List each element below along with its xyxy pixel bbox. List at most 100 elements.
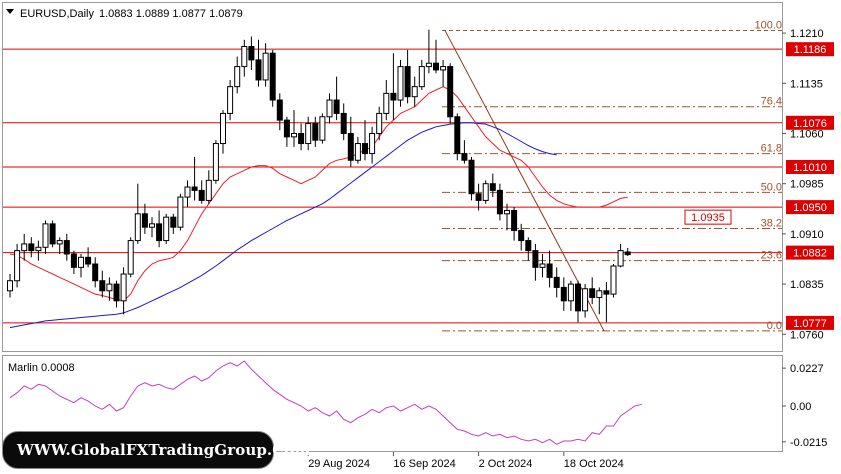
candle-body[interactable] <box>347 133 354 161</box>
candle-body[interactable] <box>326 99 333 118</box>
dropdown-arrow-icon[interactable] <box>6 9 14 14</box>
candle-body[interactable] <box>589 288 596 298</box>
indicator-panel[interactable] <box>2 355 783 452</box>
candle-body[interactable] <box>255 59 262 81</box>
candle-body[interactable] <box>553 276 560 288</box>
candle-body[interactable] <box>475 193 482 201</box>
candle-body[interactable] <box>205 179 212 201</box>
candle-body[interactable] <box>78 256 84 268</box>
candle-body[interactable] <box>298 133 305 145</box>
candle-body[interactable] <box>220 112 226 145</box>
candle-body[interactable] <box>369 133 376 155</box>
candle-body[interactable] <box>21 243 28 252</box>
candle-body[interactable] <box>14 250 21 282</box>
candle-body[interactable] <box>120 273 127 302</box>
candle-body[interactable] <box>319 116 326 141</box>
fib-label: 50.0 <box>761 181 782 193</box>
candle-body[interactable] <box>582 288 589 312</box>
candle-body[interactable] <box>376 112 383 135</box>
candle-body[interactable] <box>276 99 283 121</box>
candle-body[interactable] <box>461 153 468 161</box>
candle-body[interactable] <box>99 280 106 292</box>
candle-body[interactable] <box>504 209 510 215</box>
candle-body[interactable] <box>404 66 411 98</box>
candle-body[interactable] <box>596 290 603 298</box>
candle-body[interactable] <box>28 243 35 252</box>
candle-body[interactable] <box>575 283 581 312</box>
candle-body[interactable] <box>106 283 113 292</box>
candle-body[interactable] <box>340 112 347 135</box>
candle-body[interactable] <box>603 290 610 295</box>
candle-body[interactable] <box>212 143 219 181</box>
candle-body[interactable] <box>156 223 163 242</box>
candle-body[interactable] <box>35 246 42 252</box>
candle-body[interactable] <box>418 66 425 88</box>
candle-body[interactable] <box>496 189 503 215</box>
candle-body[interactable] <box>610 265 617 295</box>
candle-body[interactable] <box>198 189 205 201</box>
candle-body[interactable] <box>518 230 525 242</box>
candle-body[interactable] <box>333 99 340 114</box>
candle-body[interactable] <box>539 263 546 268</box>
candle-body[interactable] <box>163 216 170 242</box>
candle-body[interactable] <box>546 263 553 278</box>
level-label: 1.1010 <box>793 162 827 174</box>
candle-body[interactable] <box>291 133 297 138</box>
candle-body[interactable] <box>241 46 248 68</box>
candle-body[interactable] <box>42 223 49 248</box>
candle-body[interactable] <box>411 86 418 98</box>
candle-body[interactable] <box>397 66 404 101</box>
candle-body[interactable] <box>560 286 567 302</box>
candle-body[interactable] <box>617 250 624 267</box>
candle-body[interactable] <box>7 280 13 292</box>
candle-body[interactable] <box>567 283 574 302</box>
candle-body[interactable] <box>447 66 454 118</box>
candle-body[interactable] <box>354 143 361 161</box>
candle-body[interactable] <box>149 223 155 228</box>
candle-body[interactable] <box>624 251 631 256</box>
candle-body[interactable] <box>305 122 312 145</box>
candle-body[interactable] <box>468 159 475 195</box>
candle-body[interactable] <box>134 213 141 242</box>
candle-body[interactable] <box>362 143 368 155</box>
candle-body[interactable] <box>511 209 518 232</box>
candle-body[interactable] <box>425 62 432 68</box>
fib-label: 0.0 <box>767 320 782 332</box>
candle-body[interactable] <box>177 196 184 228</box>
candle-body[interactable] <box>191 186 198 191</box>
candle-body[interactable] <box>85 256 92 265</box>
candle-body[interactable] <box>113 283 120 302</box>
price-tick-label: 1.1135 <box>790 78 823 90</box>
candle-body[interactable] <box>127 240 134 275</box>
candle-body[interactable] <box>283 119 290 138</box>
candle-body[interactable] <box>49 223 56 245</box>
candle-body[interactable] <box>63 240 70 255</box>
level-label: 1.0950 <box>793 202 827 214</box>
candle-body[interactable] <box>56 240 63 245</box>
candle-body[interactable] <box>262 52 269 81</box>
candle-body[interactable] <box>170 216 177 228</box>
candle-body[interactable] <box>440 66 447 71</box>
candle-body[interactable] <box>70 253 77 268</box>
price-tick-label: 1.0835 <box>790 279 824 291</box>
candle-body[interactable] <box>390 92 397 101</box>
candle-body[interactable] <box>454 116 461 155</box>
candle-body[interactable] <box>227 86 234 114</box>
candle-body[interactable] <box>269 52 276 101</box>
candle-body[interactable] <box>312 122 319 141</box>
candle-body[interactable] <box>489 183 496 191</box>
candle-body[interactable] <box>532 250 539 268</box>
candle-body[interactable] <box>184 186 191 198</box>
date-tick-label: 2 Oct 2024 <box>479 458 533 470</box>
watermark-badge: WWW.GlobalFXTradingGroup.Com <box>2 431 310 469</box>
candle-body[interactable] <box>234 66 241 88</box>
price-panel[interactable] <box>2 2 783 352</box>
candle-body[interactable] <box>141 213 148 228</box>
candle-body[interactable] <box>248 46 255 61</box>
candle-body[interactable] <box>433 62 439 71</box>
candle-body[interactable] <box>482 183 489 201</box>
candle-body[interactable] <box>92 263 99 282</box>
candle-body[interactable] <box>383 92 390 114</box>
candle-body[interactable] <box>525 240 532 252</box>
